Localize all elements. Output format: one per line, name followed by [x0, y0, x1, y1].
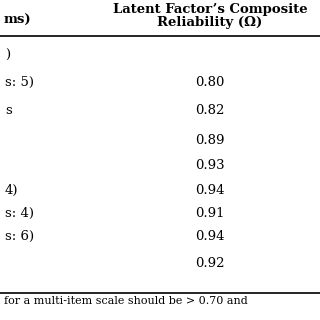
- Text: s: 4): s: 4): [5, 207, 34, 220]
- Text: Latent Factor’s Composite: Latent Factor’s Composite: [113, 3, 307, 16]
- Text: s: 6): s: 6): [5, 230, 34, 243]
- Text: for a multi-item scale should be > 0.70 and: for a multi-item scale should be > 0.70 …: [4, 296, 248, 306]
- Text: Reliability (Ω): Reliability (Ω): [157, 16, 263, 29]
- Text: 0.94: 0.94: [195, 184, 225, 197]
- Text: s: 5): s: 5): [5, 76, 34, 89]
- Text: 0.93: 0.93: [195, 159, 225, 172]
- Text: 0.89: 0.89: [195, 134, 225, 147]
- Text: s: s: [5, 104, 12, 117]
- Text: ms): ms): [4, 14, 32, 27]
- Text: 4): 4): [5, 184, 19, 197]
- Text: 0.94: 0.94: [195, 230, 225, 243]
- Text: 0.92: 0.92: [195, 257, 225, 270]
- Text: 0.91: 0.91: [195, 207, 225, 220]
- Text: ): ): [5, 49, 10, 62]
- Text: 0.80: 0.80: [195, 76, 225, 89]
- Text: 0.82: 0.82: [195, 104, 225, 117]
